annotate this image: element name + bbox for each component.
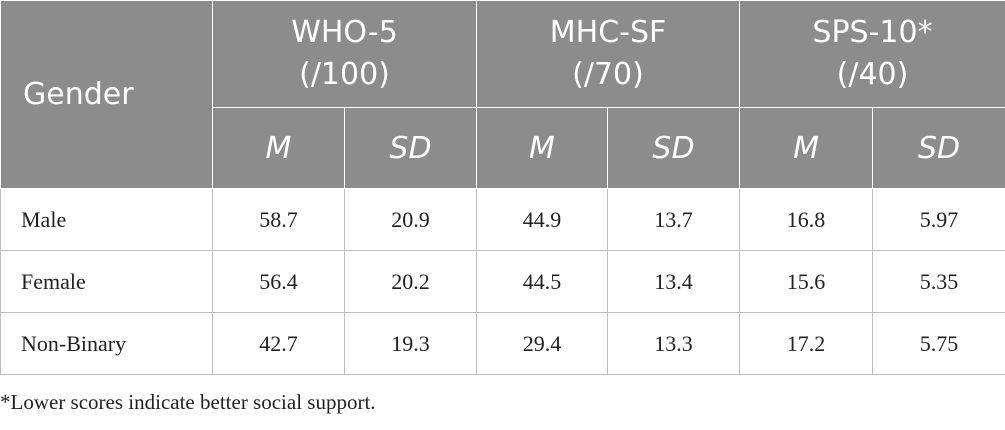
- table-row: Female 56.4 20.2 44.5 13.4 15.6 5.35: [0, 250, 1005, 313]
- table-cell: 5.97: [872, 188, 1005, 251]
- table-cell: 16.8: [739, 188, 874, 251]
- table-cell: 13.7: [606, 188, 741, 251]
- header-row-groups: Gender WHO-5 (/100) MHC-SF (/70) SPS-10*…: [0, 0, 1005, 189]
- table-cell: 20.2: [344, 250, 477, 313]
- table-cell: 58.7: [212, 188, 345, 251]
- header-group-who5: WHO-5 (/100): [212, 0, 477, 108]
- row-label: Female: [0, 250, 213, 313]
- group-name: SPS-10*: [812, 15, 933, 50]
- row-label: Male: [0, 188, 213, 251]
- table-footnote: *Lower scores indicate better social sup…: [0, 390, 376, 414]
- table-cell: 44.5: [476, 250, 608, 313]
- header-group-sps10: SPS-10* (/40): [739, 0, 1005, 108]
- table-cell: 29.4: [476, 312, 608, 375]
- table-cell: 44.9: [476, 188, 608, 251]
- group-scale: (/100): [299, 57, 390, 92]
- row-label: Non-Binary: [0, 312, 213, 375]
- group-scale: (/40): [836, 57, 909, 92]
- header-mean: M: [212, 107, 345, 189]
- table-cell: 13.3: [606, 312, 741, 375]
- header-sd: SD: [606, 107, 741, 189]
- scores-table: Gender WHO-5 (/100) MHC-SF (/70) SPS-10*…: [0, 0, 1005, 375]
- table-cell: 42.7: [212, 312, 345, 375]
- header-sd: SD: [872, 107, 1005, 189]
- header-row-stats: M SD M SD M SD: [1, 107, 1005, 189]
- table-row: Non-Binary 42.7 19.3 29.4 13.3 17.2 5.75: [0, 312, 1005, 375]
- group-name: MHC-SF: [549, 15, 667, 50]
- table-cell: 56.4: [212, 250, 345, 313]
- table-row: Male 58.7 20.9 44.9 13.7 16.8 5.97: [0, 188, 1005, 251]
- header-group-mhcsf: MHC-SF (/70): [475, 0, 741, 108]
- table-cell: 17.2: [739, 312, 874, 375]
- header-gender: Gender: [0, 0, 213, 189]
- table-cell: 5.75: [872, 312, 1005, 375]
- table-cell: 13.4: [606, 250, 741, 313]
- header-sd: SD: [344, 107, 477, 189]
- table-cell: 5.35: [872, 250, 1005, 313]
- table-header: Gender WHO-5 (/100) MHC-SF (/70) SPS-10*…: [0, 0, 1005, 189]
- table-cell: 20.9: [344, 188, 477, 251]
- group-scale: (/70): [572, 57, 644, 92]
- table-cell: 19.3: [344, 312, 477, 375]
- table-body: Male 58.7 20.9 44.9 13.7 16.8 5.97 Femal…: [0, 188, 1005, 375]
- header-mean: M: [739, 107, 874, 189]
- group-name: WHO-5: [291, 15, 398, 50]
- header-mean: M: [476, 107, 608, 189]
- table-cell: 15.6: [739, 250, 874, 313]
